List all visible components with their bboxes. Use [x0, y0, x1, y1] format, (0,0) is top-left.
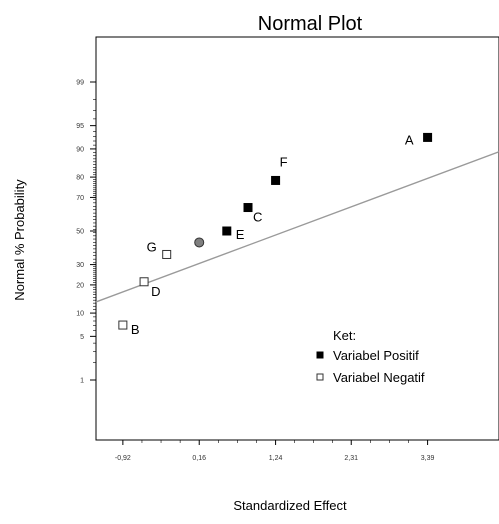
x-tick-label: 0,16: [192, 455, 206, 462]
legend-entry: Variabel Positif: [333, 348, 419, 363]
y-tick-label: 90: [76, 146, 84, 153]
point-marker: [222, 226, 232, 236]
point-label: E: [236, 227, 245, 242]
point-marker: [243, 203, 253, 213]
points-layer: A F CE G D B: [118, 132, 433, 337]
legend-items: Variabel Positif Variabel Negatif: [316, 348, 425, 385]
legend-entry: Variabel Negatif: [333, 370, 425, 385]
y-tick-label: 80: [76, 175, 84, 182]
point-marker: [271, 175, 281, 185]
y-tick-label: 95: [76, 123, 84, 130]
reference-line: [95, 151, 499, 303]
legend-marker: [316, 351, 324, 359]
point-label: B: [131, 322, 140, 337]
point-marker: [423, 132, 433, 142]
point-label: F: [280, 154, 288, 169]
y-tick-label: 50: [76, 229, 84, 236]
y-tick-label: 99: [76, 80, 84, 87]
point-marker: [162, 249, 172, 259]
chart-title: Normal Plot: [258, 13, 363, 35]
legend-marker: [316, 373, 324, 381]
x-tick-label: 3,39: [421, 455, 435, 462]
point-label: C: [253, 210, 262, 225]
legend-title: Ket:: [333, 328, 356, 343]
y-tick-label: 70: [76, 195, 84, 202]
legend: Ket: Variabel Positif Variabel Negatif: [316, 328, 425, 385]
y-axis-label: Normal % Probability: [12, 179, 27, 301]
point-label: D: [151, 284, 160, 299]
y-tick-label: 1: [80, 378, 84, 385]
reference-line-layer: [95, 151, 499, 303]
y-tick-label: 10: [76, 311, 84, 318]
point-label: A: [405, 132, 414, 147]
point-marker: [139, 277, 149, 287]
y-tick-label: 30: [76, 262, 84, 269]
x-axis-label: Standardized Effect: [233, 498, 347, 513]
y-axis: 1 5 10 20 30 50 70 80 90 95 99: [76, 80, 96, 385]
plot-frame: [95, 36, 499, 441]
x-tick-label: 2,31: [344, 455, 358, 462]
plot-area: 1 5 10 20 30 50 70 80 90 95 99 -0,92 0,16 1,24 2,31 3,…: [76, 36, 499, 462]
x-tick-label: 1,24: [269, 455, 283, 462]
x-tick-label: -0,92: [115, 455, 131, 462]
y-tick-label: 5: [80, 334, 84, 341]
point-marker: [194, 237, 205, 248]
point-marker: [118, 320, 128, 330]
x-axis: -0,92 0,16 1,24 2,31 3,39: [115, 440, 435, 462]
y-tick-label: 20: [76, 282, 84, 289]
point-label: G: [147, 239, 157, 254]
